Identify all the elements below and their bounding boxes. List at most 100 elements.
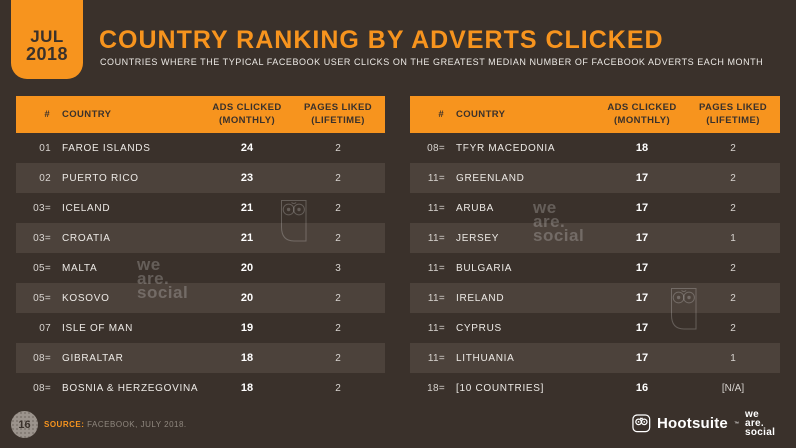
ads-clicked-cell: 18 [240,352,254,364]
hootsuite-wordmark: Hootsuite [657,415,728,432]
country-cell: MALTA [62,262,98,274]
ads-clicked-cell: 19 [240,322,254,334]
ads-clicked-cell: 18 [635,142,649,154]
rank-cell: 08= [427,142,445,154]
country-cell: ICELAND [62,202,111,214]
pages-liked-cell: 2 [335,172,341,184]
country-cell: IRELAND [456,292,505,304]
pages-liked-cell: 2 [335,382,341,394]
column-header-country: COUNTRY [456,109,506,120]
country-cell: TFYR MACEDONIA [456,142,556,154]
pages-liked-cell: 2 [335,142,341,154]
hootsuite-logo: Hootsuite ™ [632,414,739,433]
column-header-rank: # [44,109,50,120]
country-cell: KOSOVO [62,292,110,304]
ads-clicked-cell: 23 [240,172,254,184]
table-header-row: # COUNTRY ADS CLICKED (MONTHLY) PAGES LI… [410,96,780,133]
column-header-ads-clicked: ADS CLICKED (MONTHLY) [607,102,677,126]
pages-liked-cell: 1 [730,352,736,364]
country-cell: PUERTO RICO [62,172,139,184]
table-row: 11= BULGARIA 17 2 [410,253,780,283]
table-header-row: # COUNTRY ADS CLICKED (MONTHLY) PAGES LI… [16,96,385,133]
rank-cell: 08= [33,382,51,394]
country-cell: [10 COUNTRIES] [456,382,545,394]
rank-cell: 11= [427,322,445,334]
rank-cell: 11= [427,352,445,364]
date-badge: JUL 2018 [11,0,83,79]
ranking-table-left: # COUNTRY ADS CLICKED (MONTHLY) PAGES LI… [16,96,385,403]
table-row: 01 FAROE ISLANDS 24 2 [16,133,385,163]
ads-clicked-cell: 18 [240,382,254,394]
rank-cell: 07 [39,322,51,334]
table-row: 18= [10 COUNTRIES] 16 [N/A] [410,373,780,403]
table-row: 02 PUERTO RICO 23 2 [16,163,385,193]
pages-liked-cell: 2 [335,202,341,214]
ads-clicked-cell: 21 [240,232,254,244]
source-note: SOURCE: FACEBOOK, JULY 2018. [44,420,187,429]
ads-clicked-cell: 17 [635,202,649,214]
page-title: COUNTRY RANKING BY ADVERTS CLICKED [99,26,664,54]
rank-cell: 11= [427,232,445,244]
table-row: 11= ARUBA 17 2 [410,193,780,223]
country-cell: BOSNIA & HERZEGOVINA [62,382,199,394]
rank-cell: 11= [427,262,445,274]
rank-cell: 03= [33,202,51,214]
table-body: 01 FAROE ISLANDS 24 2 02 PUERTO RICO 23 2 03= ICE… [16,133,385,403]
pages-liked-cell: 2 [730,202,736,214]
column-header-rank: # [438,109,444,120]
pages-liked-cell: 3 [335,262,341,274]
country-cell: CROATIA [62,232,111,244]
table-row: 08= BOSNIA & HERZEGOVINA 18 2 [16,373,385,403]
pages-liked-cell: 2 [730,142,736,154]
wearesocial-logo: we are. social [745,409,776,439]
country-cell: CYPRUS [456,322,502,334]
pages-liked-cell: 1 [730,232,736,244]
pages-liked-cell: 2 [335,292,341,304]
ads-clicked-cell: 17 [635,352,649,364]
ads-clicked-cell: 17 [635,292,649,304]
table-row: 07 ISLE OF MAN 19 2 [16,313,385,343]
table-row: 11= IRELAND 17 2 [410,283,780,313]
country-cell: BULGARIA [456,262,513,274]
ads-clicked-cell: 17 [635,172,649,184]
table-row: 08= TFYR MACEDONIA 18 2 [410,133,780,163]
rank-cell: 05= [33,262,51,274]
table-row: 05= MALTA 20 3 [16,253,385,283]
country-cell: ISLE OF MAN [62,322,134,334]
rank-cell: 18= [427,382,445,394]
page-subtitle: COUNTRIES WHERE THE TYPICAL FACEBOOK USE… [100,57,764,67]
rank-cell: 03= [33,232,51,244]
pages-liked-cell: [N/A] [721,382,745,394]
source-label: SOURCE: [44,420,85,429]
country-cell: FAROE ISLANDS [62,142,151,154]
ads-clicked-cell: 20 [240,262,254,274]
rank-cell: 11= [427,172,445,184]
column-header-pages-liked: PAGES LIKED (LIFETIME) [303,102,373,126]
ads-clicked-cell: 16 [635,382,649,394]
date-year: 2018 [25,44,69,65]
ranking-table-right: # COUNTRY ADS CLICKED (MONTHLY) PAGES LI… [410,96,780,403]
hootsuite-owl-icon [632,414,651,433]
rank-cell: 02 [39,172,51,184]
column-header-country: COUNTRY [62,109,112,120]
table-row: 11= GREENLAND 17 2 [410,163,780,193]
pages-liked-cell: 2 [335,232,341,244]
country-cell: GREENLAND [456,172,525,184]
country-cell: ARUBA [456,202,494,214]
trademark-symbol: ™ [733,420,739,427]
rank-cell: 11= [427,292,445,304]
country-cell: JERSEY [456,232,500,244]
country-cell: GIBRALTAR [62,352,124,364]
date-month: JUL [30,27,64,47]
table-row: 05= KOSOVO 20 2 [16,283,385,313]
country-cell: LITHUANIA [456,352,515,364]
ads-clicked-cell: 21 [240,202,254,214]
rank-cell: 08= [33,352,51,364]
table-row: 11= JERSEY 17 1 [410,223,780,253]
table-row: 11= CYPRUS 17 2 [410,313,780,343]
ads-clicked-cell: 17 [635,262,649,274]
pages-liked-cell: 2 [730,292,736,304]
column-header-ads-clicked: ADS CLICKED (MONTHLY) [212,102,282,126]
table-row: 11= LITHUANIA 17 1 [410,343,780,373]
table-row: 03= ICELAND 21 2 [16,193,385,223]
